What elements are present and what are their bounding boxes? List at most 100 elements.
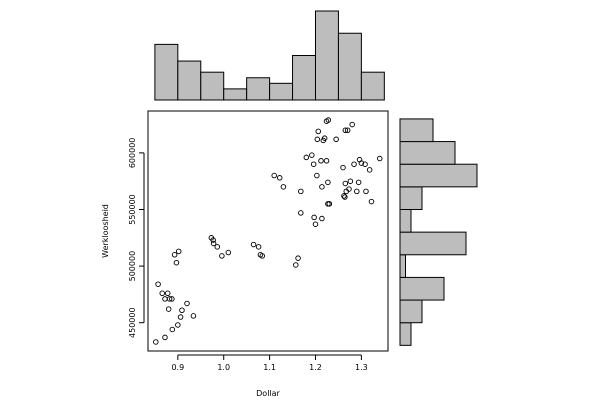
x-tick-label: 1.0 — [217, 363, 230, 372]
data-point — [169, 326, 176, 333]
y-histogram-bar — [399, 299, 423, 324]
data-point — [210, 237, 216, 243]
x-histogram-bar — [154, 43, 179, 101]
data-point — [325, 179, 331, 186]
data-point — [162, 334, 168, 341]
y-histogram-bar — [399, 141, 456, 165]
y-histogram-bar — [399, 231, 467, 256]
y-tick-label: 500000 — [128, 251, 137, 282]
data-point — [346, 186, 352, 192]
data-point — [155, 281, 161, 287]
x-marginal-histogram — [154, 10, 385, 101]
y-tick-label: 450000 — [128, 307, 137, 338]
data-point — [341, 193, 347, 199]
scatter-plot-area: 0.9 1.0 1.1 1.2 1.3 450000 500000 550000 600000… — [101, 110, 389, 398]
x-histogram-bar — [292, 55, 316, 101]
data-point — [351, 161, 357, 167]
data-point — [271, 172, 277, 179]
data-point — [315, 128, 321, 135]
x-histogram-bar — [200, 71, 225, 101]
y-histogram-bar — [399, 254, 406, 278]
x-histogram-bar — [337, 32, 362, 101]
y-histogram-bar — [399, 163, 478, 188]
data-point — [190, 313, 197, 319]
data-point — [314, 136, 321, 143]
data-point — [214, 244, 221, 250]
data-point — [363, 188, 369, 195]
y-tick-label: 550000 — [128, 194, 137, 225]
x-histogram-bar — [360, 71, 385, 101]
x-histogram-bar — [177, 60, 202, 101]
x-axis-title: Dollar — [256, 389, 280, 398]
data-point — [310, 161, 317, 167]
data-point — [295, 255, 301, 261]
data-point — [298, 210, 304, 216]
data-point — [225, 249, 232, 256]
data-point — [325, 117, 332, 123]
x-histogram-bar — [246, 77, 271, 101]
y-histogram-bar — [399, 208, 412, 233]
data-point — [309, 152, 315, 158]
y-histogram-bar — [399, 118, 434, 143]
data-point — [175, 322, 181, 328]
x-tick-label: 1.1 — [263, 363, 276, 372]
data-point — [355, 179, 362, 186]
data-point — [368, 198, 375, 205]
data-point — [177, 314, 184, 320]
data-point — [347, 178, 354, 184]
data-point — [318, 158, 324, 164]
data-point — [276, 175, 283, 181]
data-point — [255, 244, 262, 250]
data-point — [280, 184, 287, 190]
data-point — [159, 290, 165, 297]
data-point — [340, 164, 346, 171]
data-point — [153, 339, 159, 345]
data-point — [314, 172, 320, 179]
plot-frame — [147, 110, 389, 352]
data-point — [293, 262, 299, 268]
data-point — [173, 259, 180, 266]
y-marginal-histogram — [399, 118, 478, 346]
data-point — [319, 215, 325, 222]
data-point — [303, 154, 310, 161]
data-point — [298, 188, 304, 195]
y-axis: 450000 500000 550000 600000 — [128, 138, 145, 338]
data-point — [326, 201, 333, 207]
x-histogram-bar — [223, 88, 248, 101]
x-histogram-bar — [314, 10, 339, 101]
y-histogram-bar — [399, 322, 412, 346]
data-point — [349, 121, 355, 128]
data-point — [376, 155, 383, 162]
data-point — [250, 241, 257, 248]
y-tick-label: 600000 — [128, 138, 137, 169]
data-point — [169, 296, 175, 302]
data-point — [164, 290, 171, 297]
data-point — [342, 194, 348, 200]
data-point — [165, 306, 172, 312]
data-point — [344, 127, 351, 133]
data-point — [184, 300, 190, 307]
data-point — [366, 167, 373, 173]
data-point — [259, 253, 266, 259]
data-point — [342, 180, 349, 187]
data-point — [342, 127, 349, 133]
data-point — [323, 158, 330, 164]
data-point — [358, 160, 365, 166]
data-point — [333, 136, 339, 143]
data-point — [312, 221, 319, 227]
data-point — [319, 184, 325, 190]
data-point — [311, 214, 317, 221]
data-point — [219, 253, 225, 259]
data-point — [166, 296, 173, 302]
data-point — [362, 161, 368, 167]
y-histogram-bar — [399, 276, 445, 301]
data-point — [162, 296, 168, 302]
data-point — [354, 188, 360, 195]
data-point — [321, 135, 328, 141]
data-point — [175, 248, 182, 255]
x-axis: 0.9 1.0 1.1 1.2 1.3 — [171, 354, 368, 372]
data-point — [171, 252, 178, 258]
data-point — [179, 307, 185, 313]
data-point — [210, 240, 217, 247]
